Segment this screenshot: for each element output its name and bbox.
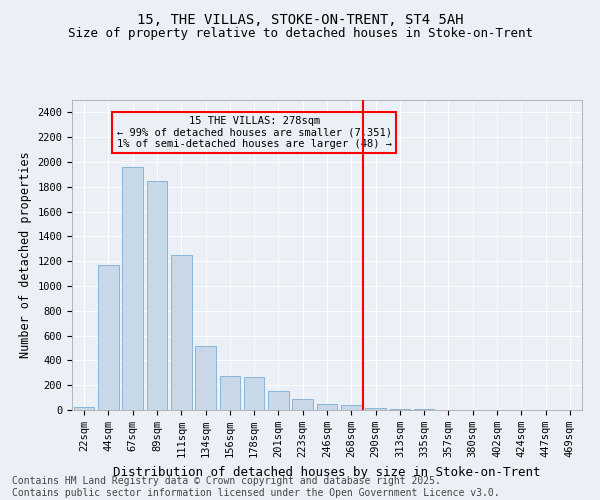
- Text: 15 THE VILLAS: 278sqm
← 99% of detached houses are smaller (7,351)
1% of semi-de: 15 THE VILLAS: 278sqm ← 99% of detached …: [116, 116, 392, 150]
- Bar: [341, 405, 362, 410]
- Bar: [146, 180, 167, 410]
- Bar: [98, 265, 119, 410]
- Bar: [244, 376, 265, 410]
- Bar: [171, 255, 191, 410]
- Text: 15, THE VILLAS, STOKE-ON-TRENT, ST4 5AH: 15, THE VILLAS, STOKE-ON-TRENT, ST4 5AH: [137, 12, 463, 26]
- Text: Contains HM Land Registry data © Crown copyright and database right 2025.
Contai: Contains HM Land Registry data © Crown c…: [12, 476, 500, 498]
- Bar: [122, 167, 143, 410]
- Bar: [317, 404, 337, 410]
- Bar: [268, 391, 289, 410]
- Bar: [220, 376, 240, 410]
- Bar: [74, 407, 94, 410]
- X-axis label: Distribution of detached houses by size in Stoke-on-Trent: Distribution of detached houses by size …: [113, 466, 541, 478]
- Text: Size of property relative to detached houses in Stoke-on-Trent: Size of property relative to detached ho…: [67, 28, 533, 40]
- Bar: [292, 399, 313, 410]
- Y-axis label: Number of detached properties: Number of detached properties: [19, 152, 32, 358]
- Bar: [195, 346, 216, 410]
- Bar: [365, 408, 386, 410]
